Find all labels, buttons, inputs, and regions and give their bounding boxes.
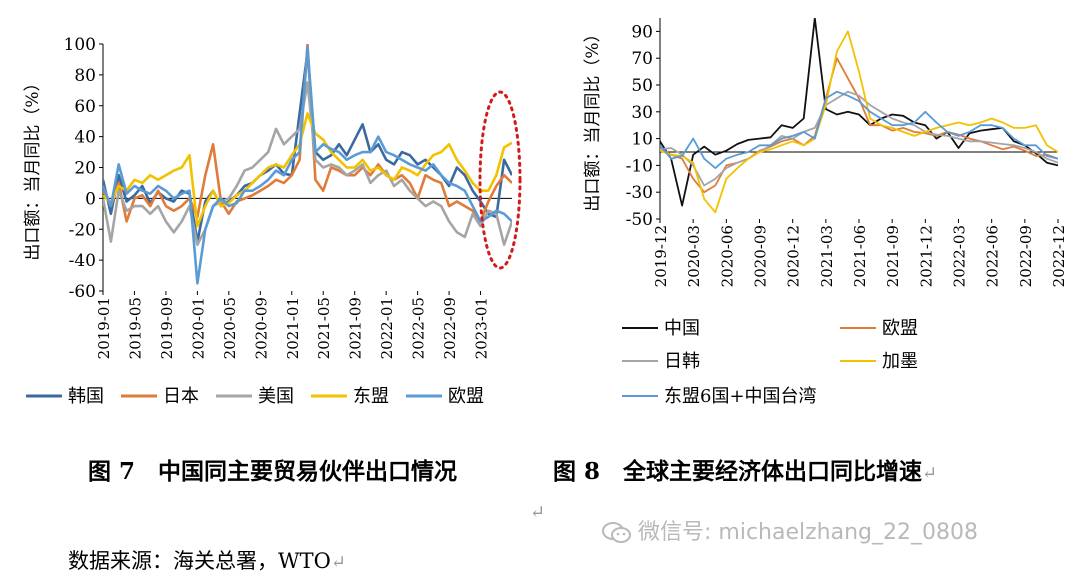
series-line-3	[660, 30, 1058, 214]
legend-label-3: 东盟	[353, 386, 389, 407]
series-line-3	[103, 112, 512, 228]
legend-label-2: 美国	[258, 386, 294, 407]
x-tick-label: 2020-09	[752, 225, 770, 287]
y-tick-label: -60	[69, 282, 96, 302]
y-tick-label: 50	[631, 76, 653, 96]
x-tick-label: 2020-12	[785, 225, 803, 287]
x-tick-label: 2019-05	[126, 297, 144, 359]
legend-label-0: 中国	[664, 318, 700, 339]
y-tick-label: 10	[631, 130, 653, 150]
paragraph-mark: ↵	[922, 463, 938, 484]
x-tick-label: 2021-06	[851, 225, 869, 287]
x-tick-label: 2022-06	[984, 225, 1002, 287]
x-tick-label: 2021-05	[315, 297, 333, 359]
watermark-text: 微信号: michaelzhang_22_0808	[638, 520, 978, 545]
source-text: 数据来源：海关总署，WTO	[68, 549, 331, 573]
legend-label-3: 加墨	[882, 351, 918, 372]
legend-label-4: 欧盟	[448, 386, 484, 407]
source-note: 数据来源：海关总署，WTO↵	[68, 545, 346, 575]
wechat-icon	[602, 522, 631, 543]
series-line-2	[660, 90, 1058, 187]
y-tick-label: 20	[74, 159, 96, 179]
x-tick-label: 2020-05	[221, 297, 239, 359]
y-tick-label: 0	[85, 189, 96, 209]
y-tick-label: -30	[626, 183, 653, 203]
x-tick-label: 2023-01	[473, 297, 491, 359]
legend-label-0: 韩国	[68, 386, 104, 407]
x-tick-label: 2021-12	[917, 225, 935, 287]
x-tick-label: 2019-12	[652, 225, 670, 287]
y-tick-label: -10	[626, 156, 653, 176]
series-group	[103, 44, 512, 285]
y-tick-label: 30	[631, 103, 653, 123]
caption-left-text: 图 7 中国同主要贸易伙伴出口情况	[88, 458, 458, 485]
chart-right: -50 -30 -10 10 30 50 70 90 2019-12 2020-03 2020-06…	[583, 18, 1068, 407]
x-tick-label: 2020-06	[718, 225, 736, 287]
x-tick-label: 2019-01	[95, 297, 113, 359]
x-tick-label: 2022-12	[1050, 225, 1068, 287]
y-tick-label: 100	[64, 35, 96, 55]
y-tick-label: -20	[69, 220, 96, 240]
caption-figure-7: 图 7 中国同主要贸易伙伴出口情况	[88, 452, 457, 486]
legend-label-4: 东盟6国+中国台湾	[664, 386, 817, 407]
x-tick-label: 2021-09	[347, 297, 365, 359]
chart-left: -60 -40 -20 0 20 40 60 80 100 2019-01 2019-05 2019-…	[23, 35, 522, 407]
series-line-4	[103, 45, 512, 285]
y-tick-label: 80	[74, 66, 96, 86]
x-tick-label: 2022-09	[441, 297, 459, 359]
legend-label-1: 日本	[163, 386, 199, 407]
x-tick-label: 2020-09	[252, 297, 270, 359]
caption-right-text: 图 8 全球主要经济体出口同比增速	[553, 458, 923, 485]
x-tick-label: 2021-09	[884, 225, 902, 287]
y-axis-label: 出口额：当月同比（%）	[23, 74, 43, 260]
series-group	[660, 18, 1058, 214]
series-line-1	[103, 44, 512, 223]
y-tick-label: 40	[74, 128, 96, 148]
y-tick-label: 60	[74, 97, 96, 117]
x-tick-label: 2020-03	[685, 225, 703, 287]
x-tick-label: 2022-03	[951, 225, 969, 287]
source-paragraph-mark: ↵	[330, 552, 346, 573]
y-axis-label: 出口额：当月同比（%）	[583, 25, 603, 211]
x-tick-label: 2019-09	[158, 297, 176, 359]
legend-label-2: 日韩	[664, 351, 700, 372]
y-tick-label: -40	[69, 251, 96, 271]
caption-figure-8: 图 8 全球主要经济体出口同比增速↵	[553, 452, 937, 486]
series-line-4	[660, 90, 1058, 170]
x-tick-label: 2021-01	[284, 297, 302, 359]
series-line-0	[660, 18, 1058, 207]
y-tick-label: 90	[631, 22, 653, 42]
x-tick-label: 2022-09	[1017, 225, 1035, 287]
watermark: 微信号: michaelzhang_22_0808	[602, 514, 978, 546]
legend-label-1: 欧盟	[882, 318, 918, 339]
series-line-2	[103, 81, 512, 246]
x-tick-label: 2020-01	[189, 297, 207, 359]
y-tick-label: 70	[631, 49, 653, 69]
x-tick-label: 2022-01	[378, 297, 396, 359]
x-tick-label: 2022-05	[410, 297, 428, 359]
x-tick-label: 2021-03	[818, 225, 836, 287]
highlight-ellipse	[478, 90, 522, 270]
y-tick-label: -50	[626, 210, 653, 230]
series-line-1	[660, 57, 1058, 194]
paragraph-mark-mid: ↵	[530, 502, 546, 523]
